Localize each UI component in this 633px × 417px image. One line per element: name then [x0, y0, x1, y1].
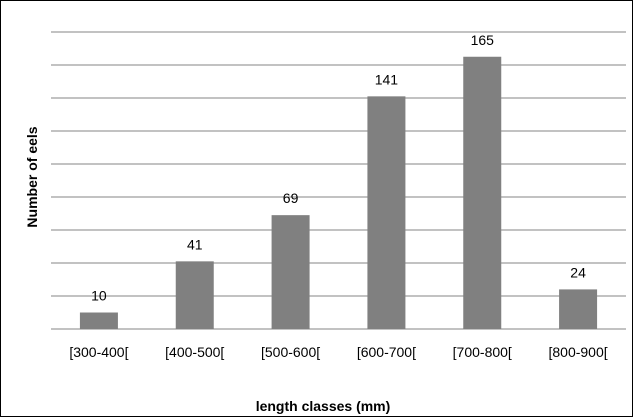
- bar: [367, 96, 406, 329]
- data-label: 24: [570, 264, 586, 280]
- data-label: 165: [471, 32, 495, 48]
- category-label: [300-400[: [69, 344, 128, 360]
- data-labels: 10 41 69 141 165 24: [91, 32, 586, 304]
- y-axis-label: Number of eels: [24, 126, 40, 227]
- category-label: [500-600[: [261, 344, 320, 360]
- bars: [79, 56, 598, 329]
- data-label: 41: [187, 236, 203, 252]
- bar: [559, 289, 598, 329]
- bar: [175, 261, 214, 329]
- category-label: [400-500[: [165, 344, 224, 360]
- category-label: [700-800[: [453, 344, 512, 360]
- category-label: [800-900[: [548, 344, 607, 360]
- bar: [463, 56, 502, 329]
- data-label: 69: [283, 190, 299, 206]
- data-label: 10: [91, 288, 107, 304]
- gridlines: [51, 31, 626, 330]
- category-labels: [300-400[ [400-500[ [500-600[ [600-700[ [700…: [69, 344, 607, 360]
- data-label: 141: [375, 71, 399, 87]
- category-label: [600-700[: [357, 344, 416, 360]
- bar: [79, 312, 118, 329]
- bar: [271, 215, 310, 329]
- x-axis-label: length classes (mm): [256, 398, 391, 414]
